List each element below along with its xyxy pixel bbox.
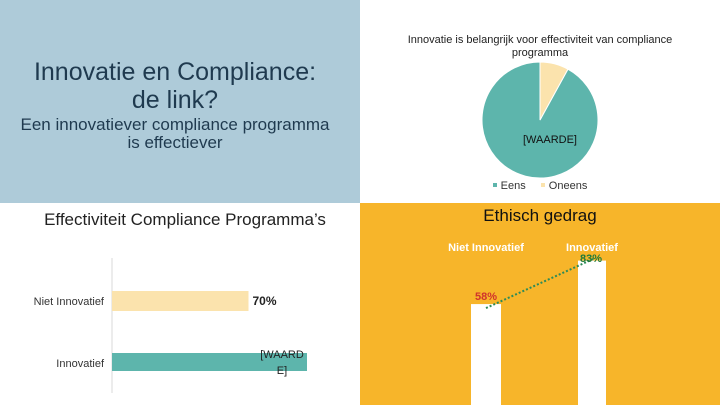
column-data-label: 58%	[475, 291, 497, 303]
column-category-label: Innovatief	[566, 242, 618, 254]
bar-chart-title: Effectiviteit Compliance Programma’s	[44, 210, 326, 229]
bar-innovatief	[112, 353, 307, 371]
bar-niet-innovatief	[112, 291, 249, 311]
pie-slice-label: [WAARDE]	[523, 134, 577, 146]
pie-legend: Eens Oneens	[380, 180, 700, 192]
bar-data-label-continued: E]	[277, 365, 287, 377]
ethics-panel	[360, 203, 720, 405]
trendline	[485, 257, 595, 309]
legend-swatch-eens	[492, 183, 497, 188]
bar-data-label: [WAARD	[260, 349, 304, 361]
column-data-label: 83%	[580, 253, 602, 265]
pie-chart	[481, 61, 599, 179]
pie-chart-title: Innovatie is belangrijk voor effectivite…	[407, 34, 673, 59]
pie-slice-oneens	[539, 61, 569, 121]
bar-category-label: Niet Innovatief	[34, 296, 105, 308]
bar-data-label: 70%	[253, 294, 277, 308]
column-niet-innovatief	[471, 304, 501, 405]
column-innovatief	[578, 260, 606, 405]
bar-category-label: Innovatief	[56, 358, 105, 370]
legend-swatch-oneens	[540, 183, 545, 188]
slide-title: Innovatie en Compliance: de link?	[33, 58, 317, 114]
effectiveness-bar-chart: Niet Innovatief Innovatief 70% [WAARD E]	[34, 258, 307, 393]
title-panel	[0, 0, 360, 203]
legend-item-oneens: Oneens	[540, 180, 588, 192]
legend-item-eens: Eens	[492, 180, 526, 192]
ethics-chart-title: Ethisch gedrag	[483, 206, 597, 225]
legend-label-eens: Eens	[500, 180, 526, 192]
column-category-label: Niet Innovatief	[448, 242, 524, 254]
legend-label-oneens: Oneens	[548, 180, 588, 192]
ethics-column-chart: Niet Innovatief Innovatief 58% 83%	[448, 242, 618, 405]
slide-subtitle: Een innovatiever compliance programma is…	[20, 115, 330, 152]
